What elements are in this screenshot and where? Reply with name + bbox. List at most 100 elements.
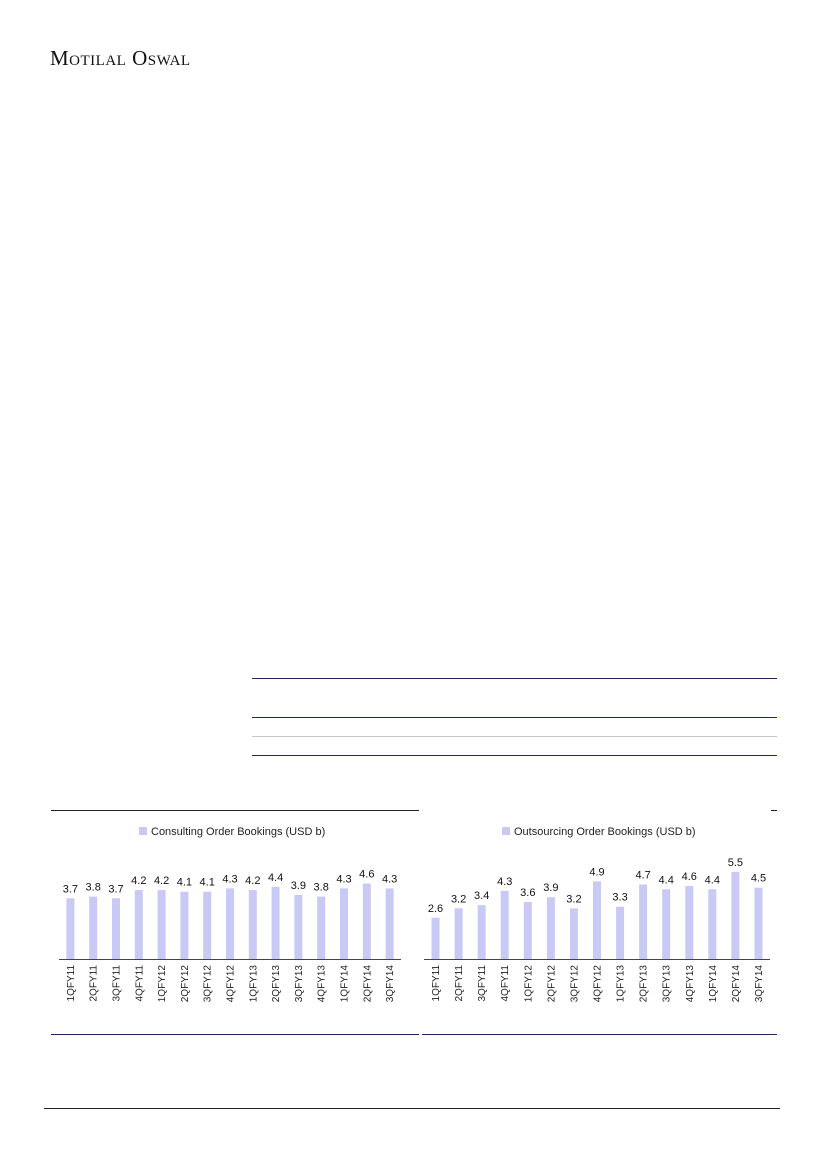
x-tick-label: 2QFY11 [89,965,100,1002]
bar [569,908,578,959]
x-tick-label: 3QFY13 [662,965,673,1003]
data-label: 4.2 [154,875,169,887]
table-rule-header [252,717,777,718]
bar [754,887,763,959]
consulting-order-bookings-chart: Consulting Order Bookings (USD b) 3.7 1QFY… [59,826,401,1003]
x-tick-label: 2QFY13 [639,965,650,1003]
bar [639,884,648,959]
bar [66,898,75,959]
x-tick-label: 2QFY12 [180,965,191,1003]
data-label: 4.3 [222,873,237,885]
bar [226,888,234,959]
bar [248,890,257,959]
table-rule-top [252,678,777,679]
x-tick-label: 4QFY12 [226,965,237,1003]
bar [362,883,371,959]
x-tick-label: 4QFY13 [685,965,696,1003]
data-label: 5.5 [728,857,743,869]
bar [593,881,601,959]
legend: Outsourcing Order Bookings (USD b) [502,826,696,838]
footer-rule [44,1108,780,1109]
data-label: 4.2 [131,875,146,887]
bar [203,891,212,959]
data-label: 4.4 [659,874,674,886]
bar [134,890,143,959]
x-tick-label: 3QFY11 [477,965,488,1002]
legend-label: Outsourcing Order Bookings (USD b) [514,826,696,838]
chart-left-top-rule [51,810,419,811]
bar [500,890,509,959]
data-label: 3.2 [566,893,581,905]
x-tick-label: 1QFY12 [523,965,534,1003]
legend: Consulting Order Bookings (USD b) [139,826,325,838]
bar [523,901,532,959]
bar [454,908,463,959]
x-tick-label: 2QFY12 [546,965,557,1003]
x-tick-label: 3QFY12 [203,965,214,1003]
data-label: 4.4 [268,872,283,884]
data-label: 3.2 [451,893,466,905]
x-tick-label: 3QFY13 [294,965,305,1003]
bar [708,889,717,959]
data-label: 4.1 [177,877,192,889]
x-tick-label: 2QFY11 [454,965,465,1002]
chart-right-bottom-rule [422,1034,777,1035]
bar [431,917,440,959]
bar [546,897,555,959]
bar [662,889,671,959]
data-label: 4.4 [705,874,720,886]
bar [89,896,98,959]
legend-swatch [502,827,510,835]
data-label: 3.4 [474,890,489,902]
data-label: 4.2 [245,875,260,887]
bar [340,888,348,959]
table-rule-row [252,736,777,737]
data-label: 4.5 [751,873,766,885]
x-tick-label: 4QFY11 [134,965,145,1002]
x-tick-label: 1QFY13 [248,965,259,1003]
x-tick-label: 1QFY11 [431,965,442,1002]
data-label: 3.9 [543,882,558,894]
x-tick-label: 2QFY14 [731,965,742,1003]
x-tick-label: 4QFY13 [317,965,328,1003]
data-label: 3.7 [63,883,78,895]
data-label: 3.9 [291,880,306,892]
bar [112,898,120,959]
data-label: 2.6 [428,903,443,915]
data-label: 4.3 [382,873,397,885]
bar [317,896,326,959]
data-label: 3.3 [612,892,627,904]
bar [616,906,625,959]
chart-left-bottom-rule [51,1034,419,1035]
bar [731,871,740,959]
x-tick-label: 1QFY13 [616,965,627,1003]
x-tick-label: 1QFY14 [340,965,351,1003]
data-label: 3.6 [520,887,535,899]
legend-label: Consulting Order Bookings (USD b) [151,826,325,838]
x-tick-label: 3QFY12 [569,965,580,1003]
x-tick-label: 1QFY11 [66,965,77,1002]
x-tick-label: 3QFY14 [385,965,396,1003]
data-label: 3.8 [314,882,329,894]
data-label: 3.8 [86,882,101,894]
chart-right-top-rule-stub [771,810,777,811]
x-tick-label: 1QFY14 [708,965,719,1003]
table-rule-bottom [252,755,777,756]
x-tick-label: 2QFY13 [271,965,282,1003]
data-label: 4.7 [635,870,650,882]
bar [157,890,166,959]
legend-swatch [139,827,147,835]
data-label: 4.3 [497,876,512,888]
brand-logo: Motilal Oswal [50,46,191,70]
x-tick-label: 3QFY14 [754,965,765,1003]
x-tick-label: 2QFY14 [362,965,373,1003]
data-label: 4.6 [359,868,374,880]
bar [180,891,189,959]
data-label: 4.6 [682,871,697,883]
bar [477,905,486,959]
data-label: 3.7 [108,883,123,895]
data-label: 4.1 [200,877,215,889]
bar [685,886,694,959]
x-tick-label: 4QFY12 [593,965,604,1003]
bar [271,886,280,959]
